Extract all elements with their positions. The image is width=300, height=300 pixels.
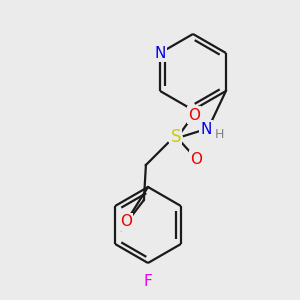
Text: N: N bbox=[200, 122, 212, 136]
Text: H: H bbox=[215, 128, 225, 140]
Text: N: N bbox=[154, 46, 166, 61]
Text: O: O bbox=[120, 214, 132, 230]
Text: F: F bbox=[144, 274, 152, 289]
Text: O: O bbox=[190, 152, 202, 166]
Text: O: O bbox=[188, 107, 200, 122]
Text: S: S bbox=[171, 128, 181, 146]
